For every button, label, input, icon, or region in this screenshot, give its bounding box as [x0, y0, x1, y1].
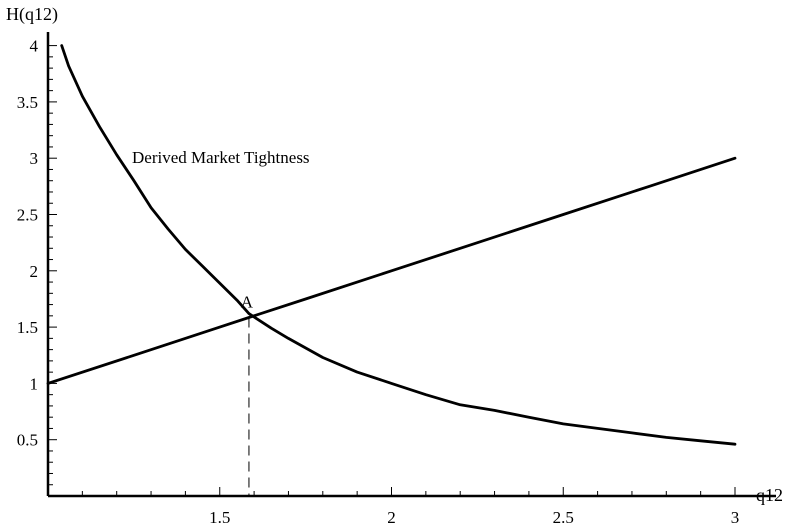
- x-tick-label: 2: [387, 508, 396, 527]
- y-tick-label: 1: [30, 374, 39, 393]
- series-label-derived-market-tightness: Derived Market Tightness: [132, 148, 310, 167]
- series-line-linear: [46, 156, 737, 385]
- annotations: A: [241, 293, 254, 496]
- y-axis-title: H(q12): [6, 4, 58, 25]
- minor-ticks: [47, 56, 702, 496]
- tick-labels: 1.5 2 2.5 3 0.5 1 1.5 2 2.5 3 3.5 4: [17, 37, 740, 527]
- y-tick-label: 3: [30, 149, 39, 168]
- series-layer: [46, 44, 737, 446]
- y-tick-label: 2: [30, 262, 39, 281]
- y-tick-label: 1.5: [17, 318, 38, 337]
- x-tick-label: 2.5: [553, 508, 574, 527]
- y-tick-label: 2.5: [17, 206, 38, 225]
- y-tick-label: 3.5: [17, 93, 38, 112]
- axes: [46, 32, 776, 498]
- y-tick-label: 0.5: [17, 431, 38, 450]
- x-axis-title: q12: [756, 485, 783, 505]
- x-tick-label: 1.5: [209, 508, 230, 527]
- series-line-derived-market-tightness: [60, 44, 737, 446]
- x-tick-label: 3: [731, 508, 740, 527]
- point-label-a: A: [241, 293, 254, 312]
- y-tick-label: 4: [30, 37, 39, 56]
